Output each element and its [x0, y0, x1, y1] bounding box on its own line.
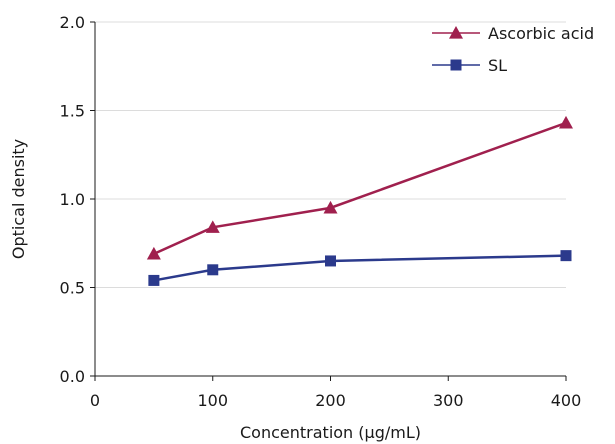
x-tick-label: 300 — [433, 391, 464, 410]
y-axis-ticks: 0.0 0.5 1.0 1.5 2.0 — [60, 13, 95, 386]
x-axis-title: Concentration (µg/mL) — [240, 423, 421, 442]
legend-item: Ascorbic acid — [432, 24, 594, 43]
x-axis-ticks: 0 100 200 300 400 — [90, 376, 581, 410]
x-tick-label: 100 — [197, 391, 228, 410]
y-axis-title: Optical density — [9, 139, 28, 259]
series-0 — [146, 115, 573, 260]
data-point — [146, 246, 161, 260]
y-tick-label: 2.0 — [60, 13, 85, 32]
legend-marker — [449, 26, 463, 39]
legend-label: Ascorbic acid — [488, 24, 594, 43]
data-point — [205, 220, 220, 233]
data-series — [146, 115, 573, 286]
legend-label: SL — [488, 56, 507, 75]
data-point — [323, 200, 338, 214]
series-line — [153, 121, 567, 256]
x-tick-label: 200 — [315, 391, 346, 410]
data-point — [207, 264, 219, 276]
data-point — [148, 274, 160, 286]
legend-marker — [450, 59, 462, 71]
x-tick-label: 0 — [90, 391, 100, 410]
y-tick-label: 0.5 — [60, 279, 85, 298]
data-point — [559, 115, 573, 129]
data-point — [325, 255, 336, 267]
data-point — [560, 250, 572, 262]
gridlines — [95, 21, 566, 288]
y-tick-label: 1.0 — [60, 190, 85, 209]
y-tick-label: 1.5 — [60, 102, 85, 121]
series-1 — [148, 250, 572, 286]
x-tick-label: 400 — [551, 391, 582, 410]
y-tick-label: 0.0 — [60, 367, 85, 386]
legend-item: SL — [432, 56, 507, 75]
series-line — [153, 254, 567, 282]
legend: Ascorbic acid SL — [432, 24, 594, 75]
